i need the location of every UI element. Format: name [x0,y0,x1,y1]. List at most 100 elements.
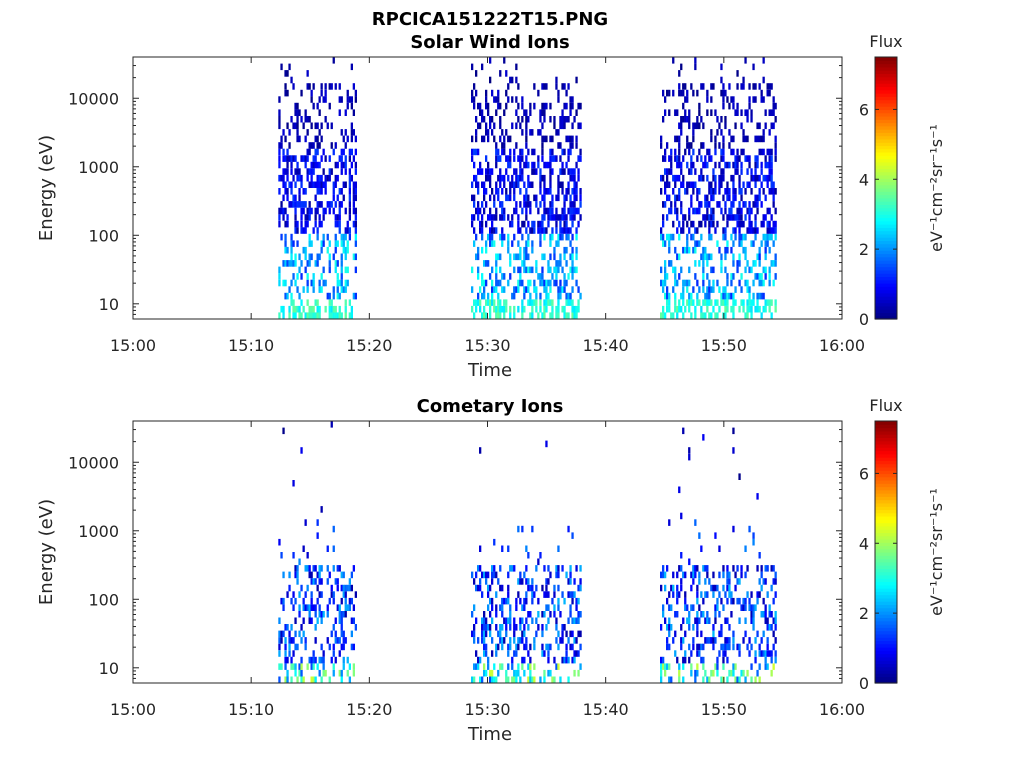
heatmap-cell [756,122,759,130]
heatmap-cell [332,545,335,552]
colorbar-segment [875,63,897,68]
heatmap-cell [541,102,544,110]
heatmap-cell [571,643,574,651]
heatmap-cell [336,194,339,202]
heatmap-cell [698,571,701,579]
heatmap-cell [332,188,335,195]
heatmap-cell [495,279,498,287]
heatmap-cell [485,669,488,677]
heatmap-cell [712,571,715,579]
heatmap-cell [760,279,763,287]
heatmap-cell [501,174,504,182]
heatmap-cell [752,299,755,306]
heatmap-cell [346,604,349,611]
heatmap-cell [730,174,733,182]
heatmap-cell [306,116,309,123]
heatmap-cell [523,161,526,169]
heatmap-cell [694,669,697,677]
heatmap-cell [340,129,343,136]
heatmap-cell [525,617,528,624]
heatmap-cell [545,578,548,585]
heatmap-cell [497,312,500,319]
heatmap-cell [768,227,771,234]
heatmap-cell [718,122,721,130]
heatmap-cell [670,624,673,631]
heatmap-cell [760,240,763,247]
heatmap-cell [740,233,743,241]
colorbar-segment [875,119,897,124]
heatmap-cell [758,292,761,300]
heatmap-cell [577,617,580,624]
heatmap-cell [340,201,343,208]
heatmap-cell [772,630,775,638]
heatmap-cell [734,109,737,116]
heatmap-cell [736,260,739,267]
heatmap-cell [549,148,552,156]
heatmap-cell [485,279,488,287]
heatmap-cell [318,129,321,136]
heatmap-cell [686,617,689,624]
heatmap-cell [549,102,552,110]
heatmap-cell [296,129,299,136]
heatmap-cell [545,135,548,143]
heatmap-cell [523,286,526,293]
heatmap-cell [280,207,283,215]
heatmap-cell [483,305,486,313]
heatmap-cell [332,148,335,156]
heatmap-cell [481,591,484,598]
colorbar-segment [875,224,897,228]
heatmap-cell [686,240,689,247]
heatmap-cell [344,155,347,162]
heatmap-cell [533,83,536,90]
heatmap-cell [489,168,492,175]
colorbar-segment [875,125,897,130]
heatmap-cell [495,305,498,313]
heatmap-cell [491,578,494,585]
heatmap-cell [676,312,679,319]
heatmap-cell [491,669,494,677]
heatmap-cell [712,194,715,202]
heatmap-cell [726,161,729,169]
heatmap-cell [710,233,713,241]
heatmap-cell [354,227,357,234]
colorbar-segment [875,552,897,556]
heatmap-cell [728,214,731,221]
heatmap-cell [523,109,526,116]
heatmap-cell [670,312,673,319]
heatmap-cell [662,656,665,664]
heatmap-cell [559,676,562,683]
heatmap-cell [278,142,281,149]
heatmap-cell [738,279,741,287]
heatmap-cell [525,161,528,169]
heatmap-cell [310,591,313,598]
heatmap-cell [529,669,532,677]
heatmap-cell [672,57,675,64]
heatmap-cell [700,312,703,319]
heatmap-cell [678,273,681,280]
colorbar-segment [875,679,897,684]
heatmap-cell [577,611,580,618]
heatmap-cell [527,161,530,169]
heatmap-cell [304,246,307,254]
heatmap-cell [318,611,321,618]
heatmap-cell [298,253,301,261]
heatmap-cell [487,109,490,116]
heatmap-cell [340,571,343,579]
heatmap-cell [728,591,731,598]
heatmap-cell [577,155,580,162]
heatmap-cell [489,227,492,234]
heatmap-cell [541,194,544,202]
heatmap-cell [702,253,705,261]
heatmap-cell [501,643,504,651]
heatmap-cell [774,650,777,657]
heatmap-cell [730,96,733,103]
heatmap-cell [306,220,309,228]
heatmap-cell [567,181,570,188]
colorbar-segment [875,578,897,583]
heatmap-cell [565,102,568,110]
heatmap-cell [298,174,301,182]
heatmap-cell [714,161,717,169]
colorbar-segment [875,542,897,547]
colorbar-segment [875,279,897,284]
heatmap-cell [680,584,683,592]
